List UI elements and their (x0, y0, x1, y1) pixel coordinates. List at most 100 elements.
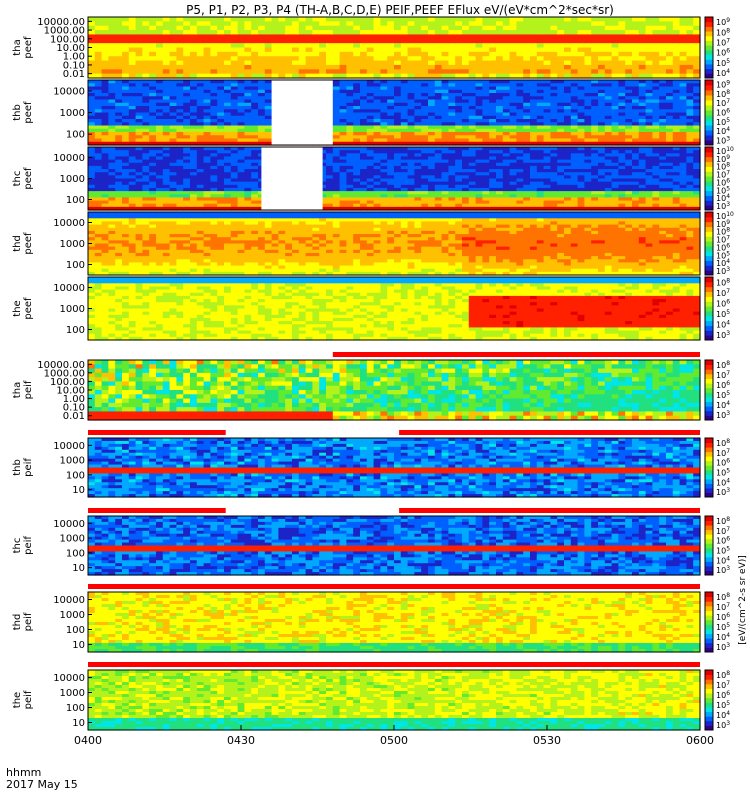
heatmap-cell (265, 52, 272, 57)
heatmap-cell (278, 61, 285, 66)
heatmap-cell (428, 26, 435, 31)
heatmap-cell (598, 61, 605, 66)
heatmap-cell (367, 43, 374, 48)
heatmap-cell (285, 48, 292, 53)
heatmap-cell (578, 69, 585, 74)
heatmap-cell (618, 48, 625, 53)
heatmap-cell (421, 26, 428, 31)
heatmap-cell (299, 43, 306, 48)
heatmap-cell (238, 43, 245, 48)
heatmap-cell (401, 65, 408, 70)
heatmap-cell (387, 39, 394, 44)
heatmap-cell (680, 21, 687, 26)
heatmap-cell (374, 48, 381, 53)
heatmap-cell (217, 39, 224, 44)
heatmap-cell (115, 39, 122, 44)
heatmap-cell (659, 30, 666, 35)
heatmap-cell (265, 61, 272, 66)
heatmap-cell (618, 17, 625, 22)
heatmap-cell (435, 43, 442, 48)
heatmap-cell (428, 34, 435, 39)
heatmap-cell (612, 30, 619, 35)
heatmap-cell (578, 48, 585, 53)
heatmap-cell (142, 39, 149, 44)
heatmap-cell (469, 48, 476, 53)
heatmap-cell (428, 56, 435, 61)
heatmap-cell (312, 56, 319, 61)
heatmap-cell (659, 52, 666, 57)
heatmap-cell (523, 43, 530, 48)
heatmap-cell (394, 43, 401, 48)
heatmap-cell (204, 52, 211, 57)
heatmap-cell (204, 34, 211, 39)
heatmap-cell (659, 17, 666, 22)
heatmap-cell (625, 39, 632, 44)
heatmap-cell (387, 30, 394, 35)
heatmap-cell (584, 52, 591, 57)
heatmap-cell (312, 43, 319, 48)
heatmap-cell (95, 30, 102, 35)
heatmap-cell (455, 56, 462, 61)
heatmap-cell (421, 21, 428, 26)
heatmap-cell (544, 26, 551, 31)
heatmap-cell (292, 21, 299, 26)
heatmap-cell (326, 61, 333, 66)
heatmap-cell (136, 21, 143, 26)
heatmap-cell (149, 61, 156, 66)
heatmap-cell (102, 43, 109, 48)
heatmap-cell (319, 39, 326, 44)
heatmap-cell (258, 69, 265, 74)
colorbar-swatch (705, 135, 713, 141)
ytick-label: 10000 (53, 86, 85, 97)
heatmap-cell (278, 26, 285, 31)
heatmap-cell (176, 30, 183, 35)
heatmap-cell (170, 43, 177, 48)
heatmap-cell (421, 48, 428, 53)
heatmap-cell (142, 34, 149, 39)
heatmap-cell (136, 17, 143, 22)
heatmap-cell (442, 48, 449, 53)
heatmap-cell (312, 61, 319, 66)
heatmap-cell (639, 48, 646, 53)
heatmap-cell (306, 69, 313, 74)
heatmap-cell (122, 61, 129, 66)
heatmap-cell (462, 56, 469, 61)
heatmap-cell (557, 56, 564, 61)
heatmap-cell (183, 21, 190, 26)
heatmap-cell (646, 17, 653, 22)
heatmap-cell (122, 21, 129, 26)
heatmap-cell (312, 69, 319, 74)
heatmap-cell (346, 61, 353, 66)
heatmap-cell (340, 69, 347, 74)
heatmap-cell (550, 52, 557, 57)
heatmap-cell (503, 69, 510, 74)
heatmap-cell (197, 39, 204, 44)
ylabel-line: peef (23, 101, 34, 124)
heatmap-cell (612, 26, 619, 31)
heatmap-cell (367, 52, 374, 57)
heatmap-cell (646, 39, 653, 44)
heatmap-cell (258, 56, 265, 61)
heatmap-cell (340, 26, 347, 31)
heatmap-cell (163, 17, 170, 22)
heatmap-cell (544, 34, 551, 39)
heatmap-cell (285, 21, 292, 26)
heatmap-cell (197, 43, 204, 48)
heatmap-cell (387, 52, 394, 57)
heatmap-cell (115, 21, 122, 26)
heatmap-cell (115, 61, 122, 66)
heatmap-cell (115, 43, 122, 48)
heatmap-cell (448, 17, 455, 22)
heatmap-cell (299, 65, 306, 70)
heatmap-cell (428, 65, 435, 70)
heatmap-cell (197, 26, 204, 31)
heatmap-cell (489, 43, 496, 48)
heatmap-cell (360, 61, 367, 66)
heatmap-cell (319, 69, 326, 74)
heatmap-cell (244, 65, 251, 70)
heatmap-cell (564, 65, 571, 70)
heatmap-cell (136, 26, 143, 31)
colorbar-swatch (705, 95, 713, 101)
ylabel-line: peef (23, 36, 34, 59)
